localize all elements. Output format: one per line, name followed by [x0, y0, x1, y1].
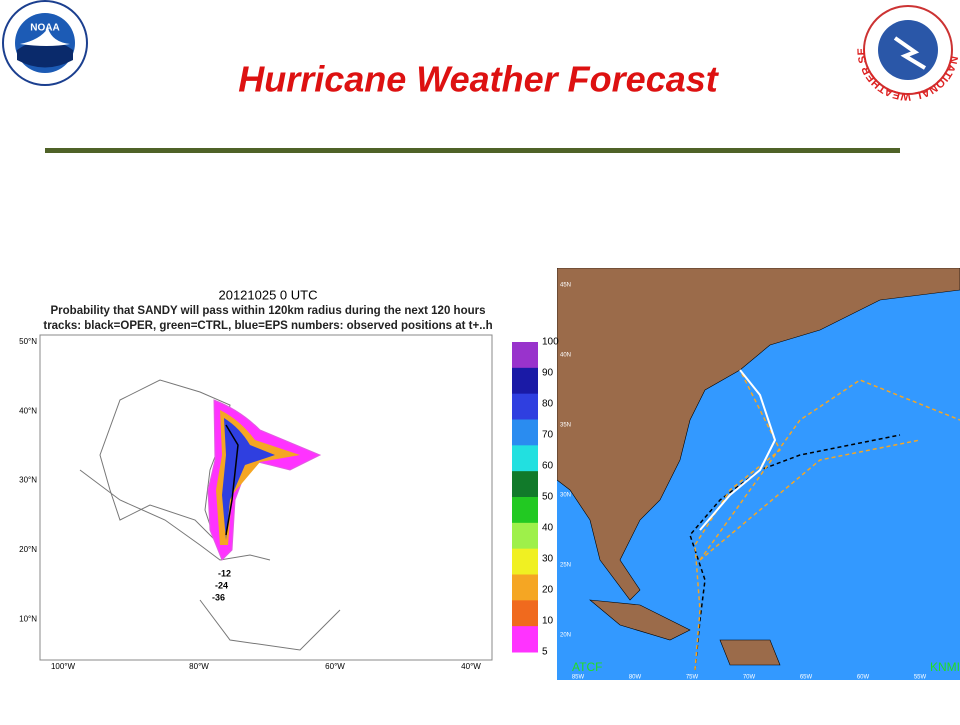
lat-label: 45N: [560, 283, 571, 289]
lon-label: 55W: [914, 675, 927, 681]
lon-label: 80W: [629, 675, 642, 681]
lat-label: 30°N: [19, 476, 37, 485]
colorbar-swatch: [512, 393, 538, 420]
probability-map: [0, 255, 552, 690]
colorbar-swatch: [512, 497, 538, 524]
lat-label: 30N: [560, 493, 571, 499]
colorbar-swatch: [512, 548, 538, 575]
colorbar-swatch: [512, 471, 538, 498]
colorbar-swatch: [512, 445, 538, 472]
lon-label: 75W: [686, 675, 699, 681]
colorbar-label: 20: [542, 585, 554, 596]
colorbar-label: 90: [542, 368, 554, 379]
colorbar-label: 100: [542, 337, 559, 348]
colorbar-label: 10: [542, 616, 554, 627]
lat-label: 50°N: [19, 337, 37, 346]
track-label: -36: [212, 592, 225, 602]
lon-label: 60°W: [325, 662, 345, 671]
divider: [45, 148, 900, 153]
map-note: tracks: black=OPER, green=CTRL, blue=EPS…: [43, 320, 492, 332]
colorbar-label: 80: [542, 399, 554, 410]
lat-label: 20°N: [19, 545, 37, 554]
lon-label: 40°W: [461, 662, 481, 671]
colorbar-label: 5: [542, 647, 548, 658]
colorbar-label: 60: [542, 461, 554, 472]
colorbar-swatch: [512, 342, 538, 369]
colorbar-swatch: [512, 367, 538, 395]
lon-label: 65W: [800, 675, 813, 681]
colorbar-label: 50: [542, 492, 554, 503]
map-title: 20121025 0 UTC: [218, 287, 317, 302]
track-label: -12: [218, 568, 231, 578]
lat-label: 25N: [560, 563, 571, 569]
lat-label: 10°N: [19, 614, 37, 623]
map-subtitle: Probability that SANDY will pass within …: [51, 305, 486, 317]
lon-label: 60W: [857, 675, 870, 681]
colorbar-swatch: [512, 600, 538, 627]
noaa-logo: NOAA: [2, 0, 88, 86]
track-label: -24: [215, 580, 228, 590]
source-label: ATCF: [572, 660, 602, 674]
lat-label: 20N: [560, 633, 571, 639]
colorbar-swatch: [512, 419, 538, 446]
colorbar-label: 70: [542, 430, 554, 441]
lon-label: 80°W: [189, 662, 209, 671]
colorbar-swatch: [512, 574, 538, 601]
lon-label: 85W: [572, 675, 585, 681]
lat-label: 40°N: [19, 406, 37, 415]
colorbar-label: 30: [542, 554, 554, 565]
lon-label: 100°W: [51, 662, 76, 671]
source-label: KNMI: [930, 660, 960, 674]
lat-label: 40N: [560, 353, 571, 359]
colorbar-swatch: [512, 626, 538, 653]
logo-text: NOAA: [30, 23, 59, 34]
track-map: [557, 268, 960, 680]
colorbar-swatch: [512, 522, 538, 550]
colorbar-label: 40: [542, 523, 554, 534]
slide-title: Hurricane Weather Forecast: [238, 59, 720, 100]
lat-label: 35N: [560, 423, 571, 429]
lon-label: 70W: [743, 675, 756, 681]
